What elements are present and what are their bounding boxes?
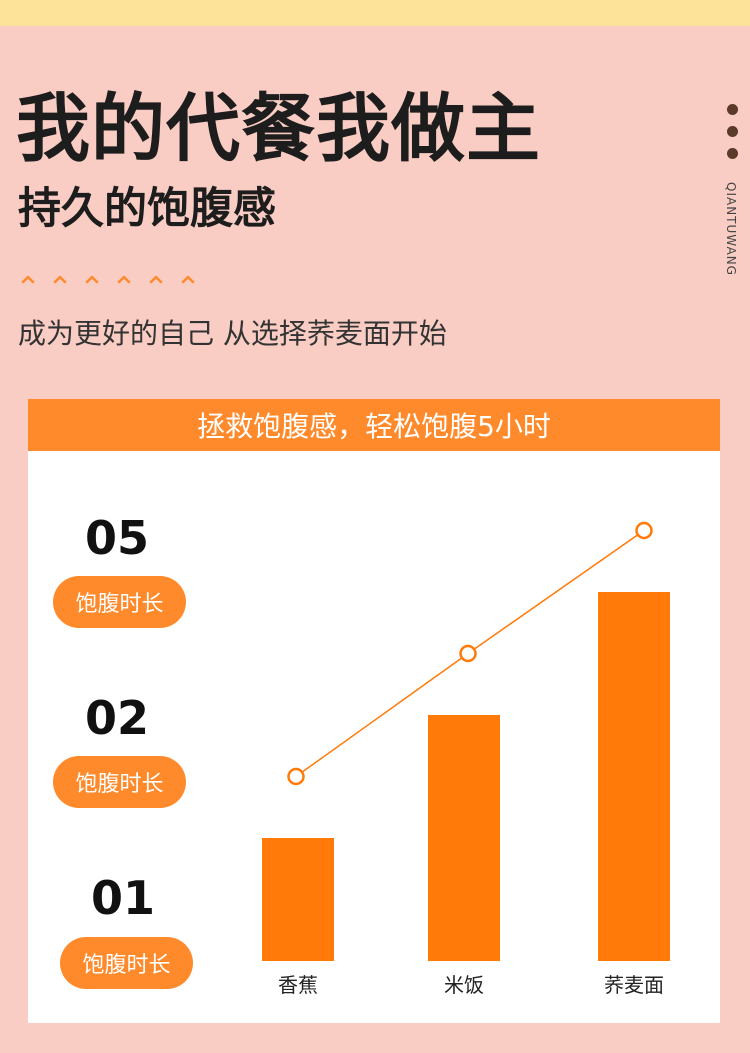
level-number-top: 05 [84,511,149,565]
category-label-3: 荞麦面 [604,973,664,997]
tagline: 成为更好的自己 从选择荞麦面开始 [18,317,447,350]
card-banner: 拯救饱腹感，轻松饱腹5小时 [28,399,720,451]
level-number-bottom: 01 [90,871,155,925]
dot-icon [727,148,738,159]
category-label-1: 香蕉 [278,973,318,997]
trend-point-3 [635,521,653,540]
bar-3 [598,592,670,961]
chevron-up-icon [85,275,99,284]
bar-2 [428,715,500,961]
chevron-up-icon [21,275,35,284]
dot-icon [727,126,738,137]
dot-icon [727,104,738,115]
side-watermark-text: QIANTUWANG [724,182,738,276]
chevron-decoration [21,275,195,284]
category-label-2: 米饭 [444,973,484,997]
side-dots-decoration [727,104,741,170]
chevron-up-icon [149,275,163,284]
chart-card: 拯救饱腹感，轻松饱腹5小时 05 饱腹时长 02 饱腹时长 01 饱腹时长 香蕉… [28,399,720,1023]
level-pill-top: 饱腹时长 [53,576,186,628]
level-pill-middle: 饱腹时长 [53,756,186,808]
page-title: 我的代餐我做主 [16,86,541,172]
chevron-up-icon [53,275,67,284]
top-strip [0,0,750,26]
trend-point-2 [459,644,477,663]
chevron-up-icon [117,275,131,284]
level-number-middle: 02 [84,691,149,745]
trend-point-1 [287,767,305,786]
bar-chart: 香蕉 米饭 荞麦面 [262,521,670,997]
level-pill-bottom: 饱腹时长 [60,937,193,989]
chevron-up-icon [181,275,195,284]
bar-1 [262,838,334,961]
page-subtitle: 持久的饱腹感 [18,184,276,234]
